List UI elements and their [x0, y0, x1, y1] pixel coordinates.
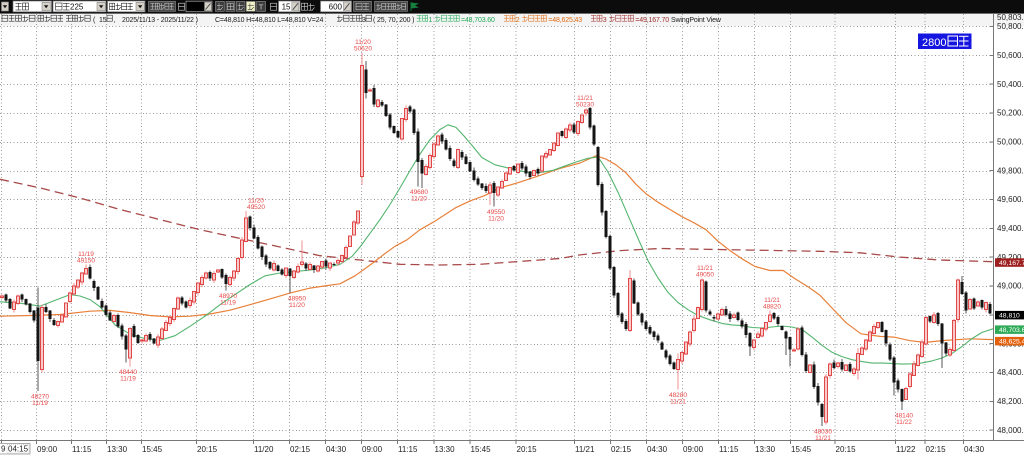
- svg-text:49,000.0: 49,000.0: [997, 282, 1024, 291]
- svg-text:48140: 48140: [895, 412, 913, 419]
- svg-text:11:15: 11:15: [719, 445, 739, 454]
- svg-text:11/21: 11/21: [670, 399, 686, 406]
- svg-text:50,600.0: 50,600.0: [997, 51, 1024, 60]
- svg-text:50230: 50230: [576, 102, 594, 109]
- svg-text:11/19: 11/19: [220, 299, 236, 306]
- svg-text:11/21: 11/21: [577, 95, 593, 102]
- svg-text:50,200.0: 50,200.0: [997, 109, 1024, 118]
- svg-text:3: 3: [603, 17, 607, 24]
- svg-text:SwingPoint View: SwingPoint View: [671, 17, 722, 24]
- svg-text:50,800.0: 50,800.0: [997, 22, 1024, 31]
- svg-text:04:30: 04:30: [964, 445, 985, 454]
- svg-text:48970: 48970: [219, 293, 237, 300]
- svg-text:48950: 48950: [288, 296, 306, 303]
- svg-text:48030: 48030: [814, 428, 832, 435]
- svg-text:11/21: 11/21: [815, 435, 831, 442]
- svg-text:11:15: 11:15: [72, 445, 92, 454]
- svg-text:09:00: 09:00: [37, 445, 58, 454]
- svg-text:48280: 48280: [669, 392, 687, 399]
- svg-text:15:45: 15:45: [142, 445, 163, 454]
- svg-text:49550: 49550: [487, 209, 505, 216]
- svg-text:2800: 2800: [922, 37, 946, 49]
- svg-text:11/19: 11/19: [78, 251, 94, 258]
- svg-text:49150: 49150: [77, 257, 95, 264]
- svg-text:48,703.6: 48,703.6: [999, 327, 1024, 334]
- svg-text:15: 15: [99, 17, 107, 24]
- svg-text:C=48,810 H=48,810 L=48,810 V=2: C=48,810 H=48,810 L=48,810 V=24: [215, 17, 323, 24]
- svg-text:=48,625.43: =48,625.43: [548, 17, 582, 24]
- svg-text:48,810: 48,810: [999, 313, 1020, 320]
- svg-text:11/20: 11/20: [411, 196, 427, 203]
- svg-text:(: (: [93, 17, 96, 24]
- svg-text:11/19: 11/19: [120, 376, 136, 383]
- svg-text:13:30: 13:30: [435, 445, 456, 454]
- svg-text:20:15: 20:15: [197, 445, 218, 454]
- svg-text:04:30: 04:30: [647, 445, 668, 454]
- svg-text:02:15: 02:15: [926, 445, 947, 454]
- svg-text:11/20: 11/20: [289, 302, 305, 309]
- svg-text:48270: 48270: [31, 394, 49, 401]
- svg-text:02:15: 02:15: [290, 445, 311, 454]
- svg-text:49,600.0: 49,600.0: [997, 195, 1024, 204]
- svg-text:1: 1: [429, 17, 433, 24]
- svg-text:49,167.7: 49,167.7: [999, 260, 1024, 267]
- svg-text:13:30: 13:30: [755, 445, 776, 454]
- svg-text:49050: 49050: [696, 271, 714, 278]
- svg-text:2025/11/13 - 2025/11/22 ): 2025/11/13 - 2025/11/22 ): [122, 17, 198, 24]
- svg-text:50,803.1: 50,803.1: [997, 13, 1024, 22]
- svg-text:11/20: 11/20: [355, 39, 371, 46]
- svg-text:11/22: 11/22: [896, 419, 912, 426]
- svg-text:( 25, 70, 200 ): ( 25, 70, 200 ): [373, 17, 414, 24]
- svg-text:48,000.0: 48,000.0: [997, 426, 1024, 435]
- svg-text:09:00: 09:00: [362, 445, 383, 454]
- svg-text:=48,703.60: =48,703.60: [461, 17, 495, 24]
- svg-text:15:45: 15:45: [791, 445, 812, 454]
- svg-text:11/21: 11/21: [764, 297, 780, 304]
- svg-text:50,400.0: 50,400.0: [997, 80, 1024, 89]
- svg-text:20:15: 20:15: [836, 445, 857, 454]
- svg-text:48820: 48820: [763, 303, 781, 310]
- svg-text:11/20: 11/20: [248, 198, 264, 205]
- svg-text:48,400.0: 48,400.0: [997, 368, 1024, 377]
- svg-text:15:45: 15:45: [471, 445, 492, 454]
- svg-text:48,200.0: 48,200.0: [997, 397, 1024, 406]
- svg-text:20:15: 20:15: [517, 445, 538, 454]
- svg-text:11/21: 11/21: [697, 265, 713, 272]
- svg-text:50,000.0: 50,000.0: [997, 138, 1024, 147]
- svg-text:48,625.4: 48,625.4: [999, 339, 1024, 346]
- svg-text:11/22: 11/22: [896, 445, 916, 454]
- svg-text:9: 9: [1, 445, 6, 454]
- svg-text:02:15: 02:15: [611, 445, 632, 454]
- svg-text:225: 225: [70, 3, 84, 12]
- svg-text:49680: 49680: [410, 189, 428, 196]
- svg-text:=49,167.70: =49,167.70: [635, 17, 669, 24]
- svg-text:11/19: 11/19: [32, 400, 48, 407]
- svg-text:04:15: 04:15: [8, 445, 29, 454]
- svg-text:48440: 48440: [119, 369, 137, 376]
- svg-text:50620: 50620: [354, 45, 372, 52]
- svg-text:,: ,: [114, 17, 116, 24]
- svg-text:09:00: 09:00: [683, 445, 704, 454]
- svg-text:49,400.0: 49,400.0: [997, 224, 1024, 233]
- svg-text:3: 3: [362, 17, 366, 24]
- svg-text:11/20: 11/20: [254, 445, 274, 454]
- svg-text:11/21: 11/21: [575, 445, 595, 454]
- svg-text:49,800.0: 49,800.0: [997, 166, 1024, 175]
- svg-text:49,200.0: 49,200.0: [997, 253, 1024, 262]
- svg-text:2: 2: [516, 17, 520, 24]
- svg-text:13:30: 13:30: [107, 445, 128, 454]
- svg-text:11/20: 11/20: [488, 216, 504, 223]
- svg-text:49520: 49520: [247, 204, 265, 211]
- svg-text:15: 15: [282, 3, 291, 12]
- svg-text:600: 600: [329, 3, 343, 12]
- svg-text:T: T: [259, 2, 264, 11]
- svg-text:11:15: 11:15: [398, 445, 418, 454]
- svg-text:04:30: 04:30: [326, 445, 347, 454]
